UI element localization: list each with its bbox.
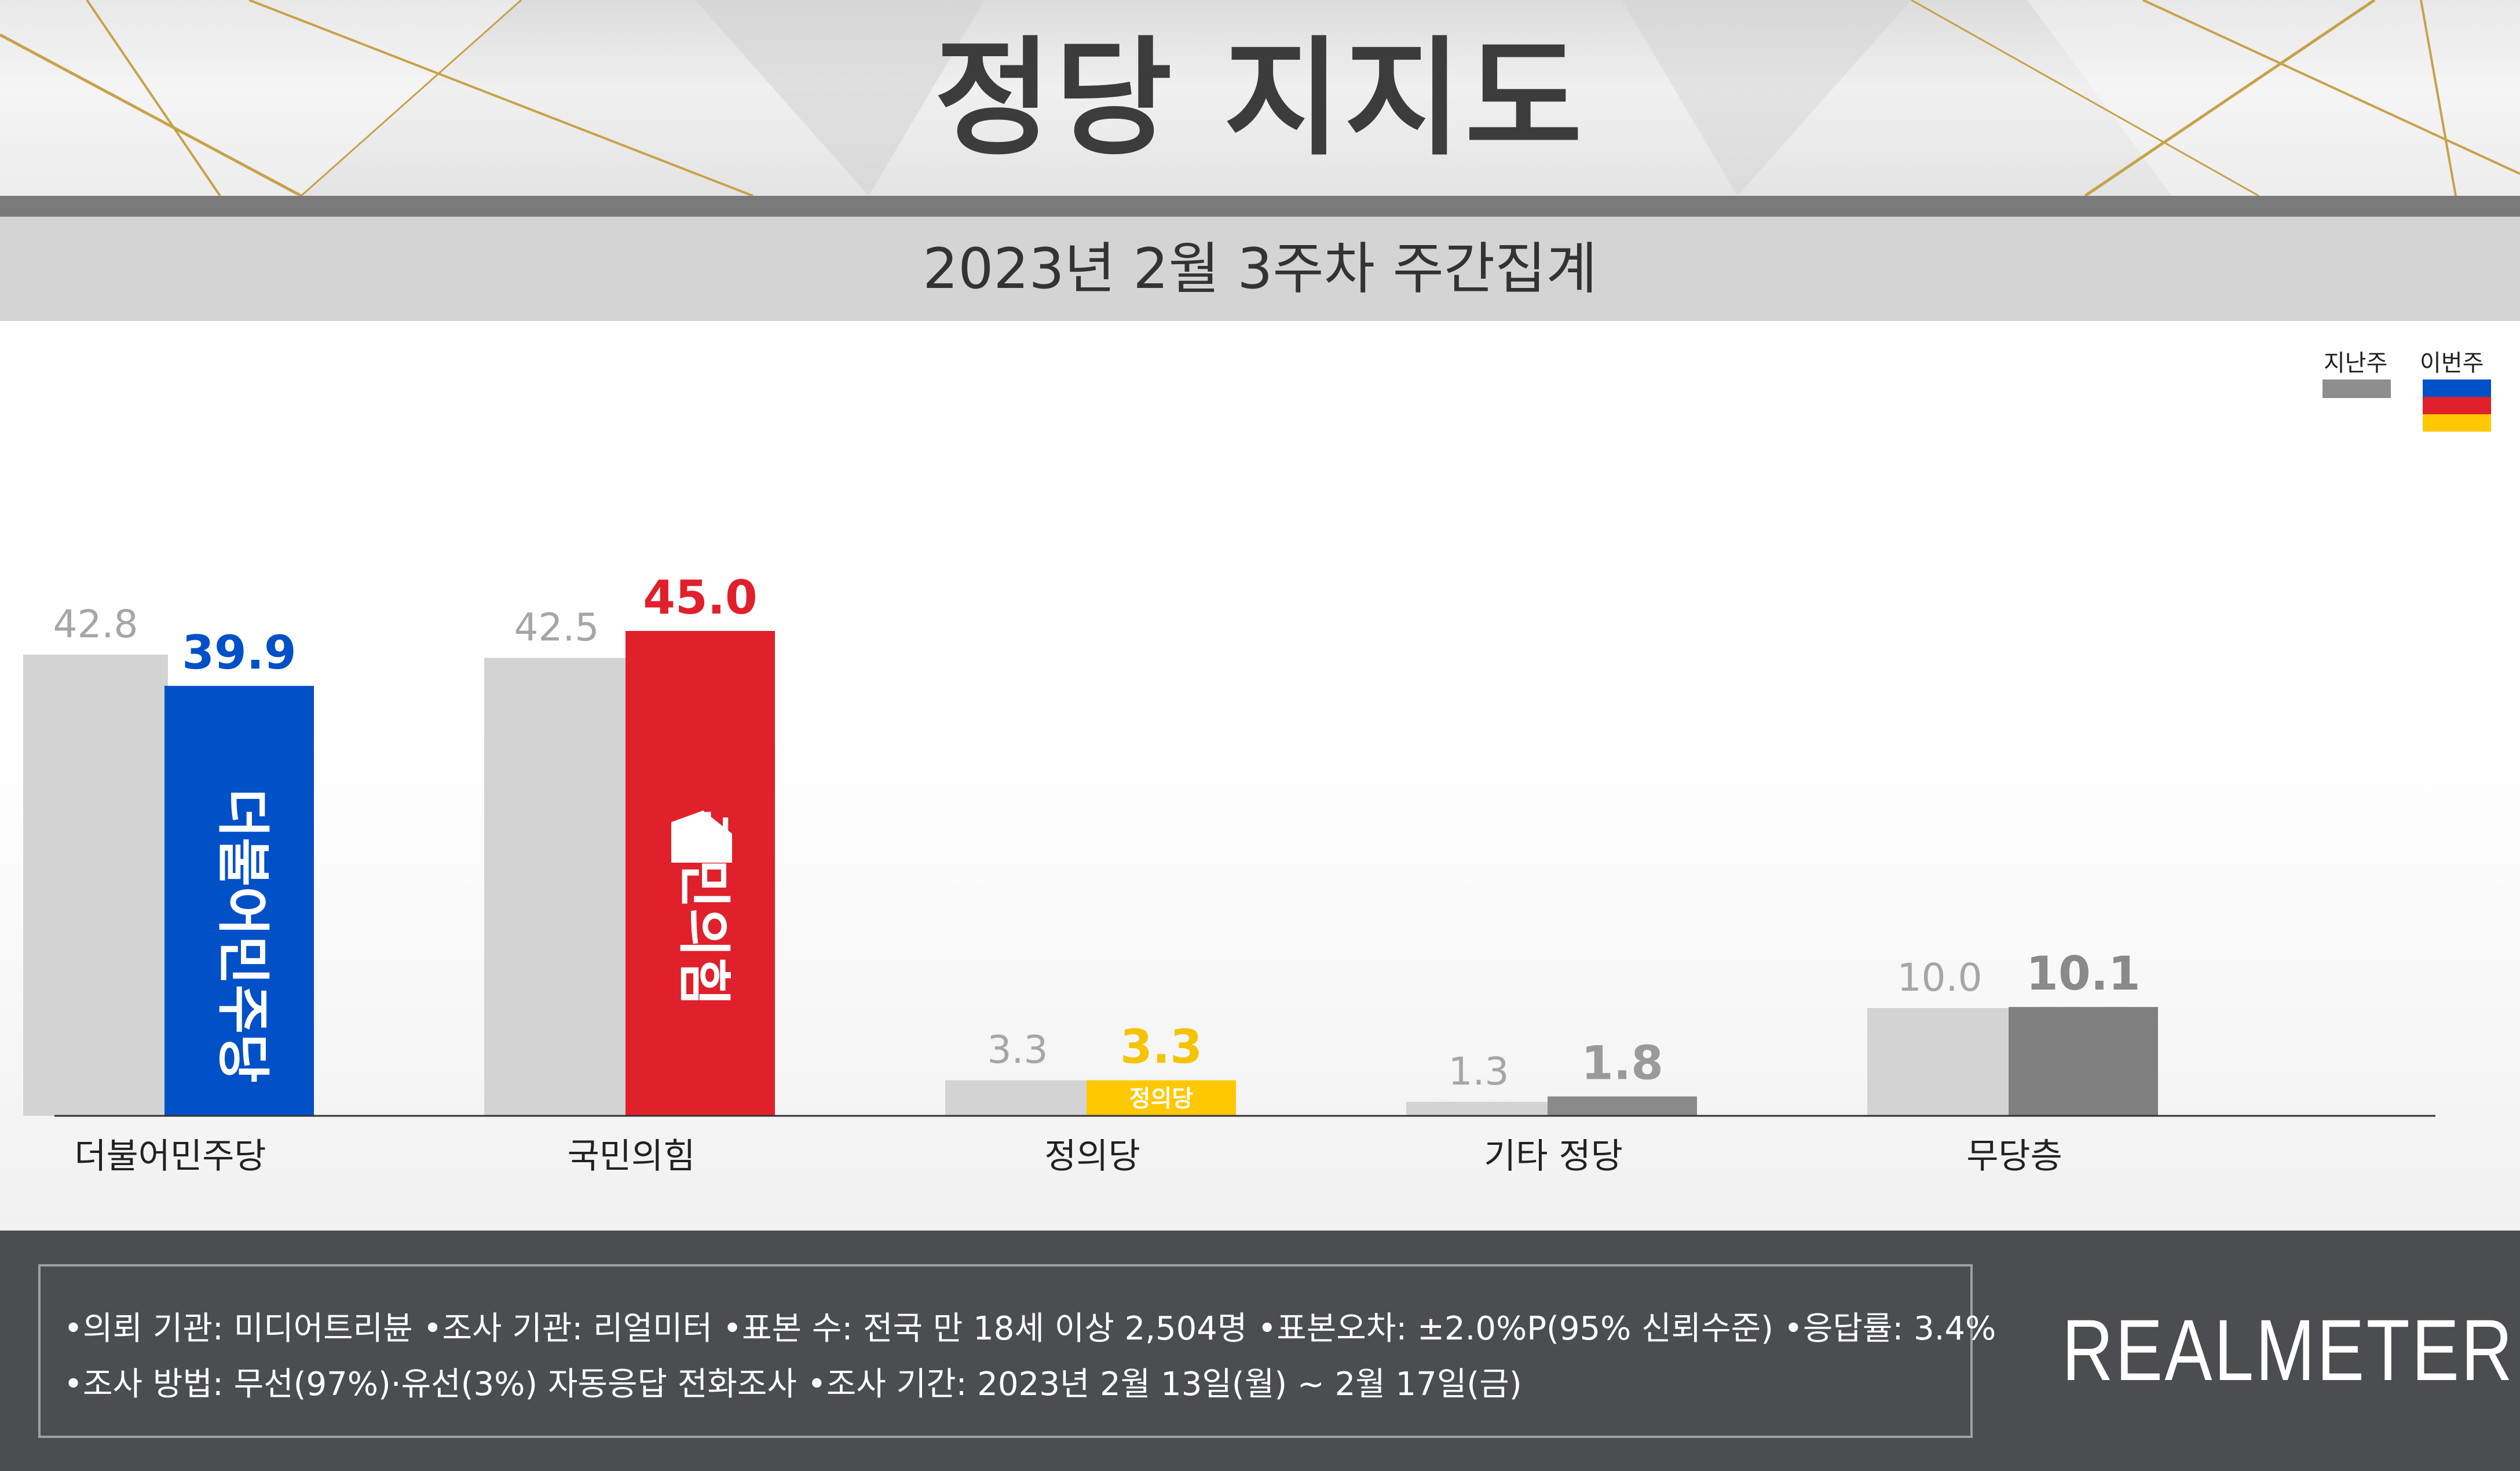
bar-previous-1	[484, 658, 629, 1116]
category-label-3: 기타 정당	[1484, 1136, 1623, 1177]
value-label-current-3: 1.8	[1581, 1036, 1663, 1090]
brand-logo: REALMETER	[2062, 1301, 2515, 1399]
title-divider	[0, 196, 2520, 217]
bar-logo-mark-1	[671, 811, 732, 863]
value-label-previous-4: 10.0	[1897, 955, 1983, 1000]
header-decoration	[0, 0, 2520, 196]
legend-swatch-previous	[2323, 379, 2391, 398]
value-label-previous-0: 42.8	[53, 602, 138, 647]
bar-previous-0	[23, 654, 168, 1116]
survey-info-box: •의뢰 기관: 미디어트리뷴 •조사 기관: 리얼미터 •표본 수: 전국 만 …	[38, 1264, 1996, 1438]
bar-previous-4	[1867, 1008, 2012, 1116]
value-label-previous-2: 3.3	[987, 1028, 1048, 1072]
page-title: 정당 지지도	[934, 24, 1586, 173]
category-label-1: 국민의힘	[568, 1136, 696, 1177]
survey-info-line-2: •조사 방법: 무선(97%)·유선(3%) 자동응답 전화조사 •조사 기간:…	[64, 1366, 1522, 1403]
bar-previous-3	[1406, 1101, 1551, 1116]
bar-logo-2: 정의당	[1129, 1085, 1194, 1112]
bar-current-0	[164, 685, 314, 1116]
value-label-current-2: 3.3	[1120, 1020, 1202, 1074]
bar-current-3	[1548, 1096, 1697, 1116]
chart-area: 지난주 이번주 42.8 39.9 더불어민주당 더불어민주당 42.5 45.0 국민의힘…	[0, 321, 2520, 1231]
category-label-0: 더불어민주당	[74, 1136, 266, 1177]
footer: •의뢰 기관: 미디어트리뷴 •조사 기관: 리얼미터 •표본 수: 전국 만 …	[0, 1231, 2520, 1471]
value-label-current-0: 39.9	[182, 626, 296, 680]
header-banner: 정당 지지도	[0, 0, 2520, 196]
survey-info-line-1: •의뢰 기관: 미디어트리뷴 •조사 기관: 리얼미터 •표본 수: 전국 만 …	[64, 1310, 1996, 1348]
legend-swatch-current	[2423, 379, 2491, 432]
bar-current-2	[1087, 1080, 1236, 1116]
value-label-current-1: 45.0	[643, 571, 757, 625]
value-label-previous-3: 1.3	[1449, 1049, 1509, 1094]
bar-previous-2	[945, 1080, 1090, 1116]
value-label-previous-1: 42.5	[514, 605, 599, 650]
legend-label-previous: 지난주	[2324, 350, 2388, 377]
category-label-2: 정의당	[1044, 1136, 1140, 1177]
chart-subtitle: 2023년 2월 3주차 주간집계	[0, 217, 2520, 321]
category-label-4: 무당층	[1966, 1136, 2062, 1177]
value-label-current-4: 10.1	[2026, 947, 2140, 1001]
bar-logo-0: 더불어민주당	[212, 789, 274, 1083]
legend-label-current: 이번주	[2420, 350, 2484, 377]
bar-current-4	[2009, 1007, 2158, 1116]
bar-current-1	[626, 631, 775, 1116]
